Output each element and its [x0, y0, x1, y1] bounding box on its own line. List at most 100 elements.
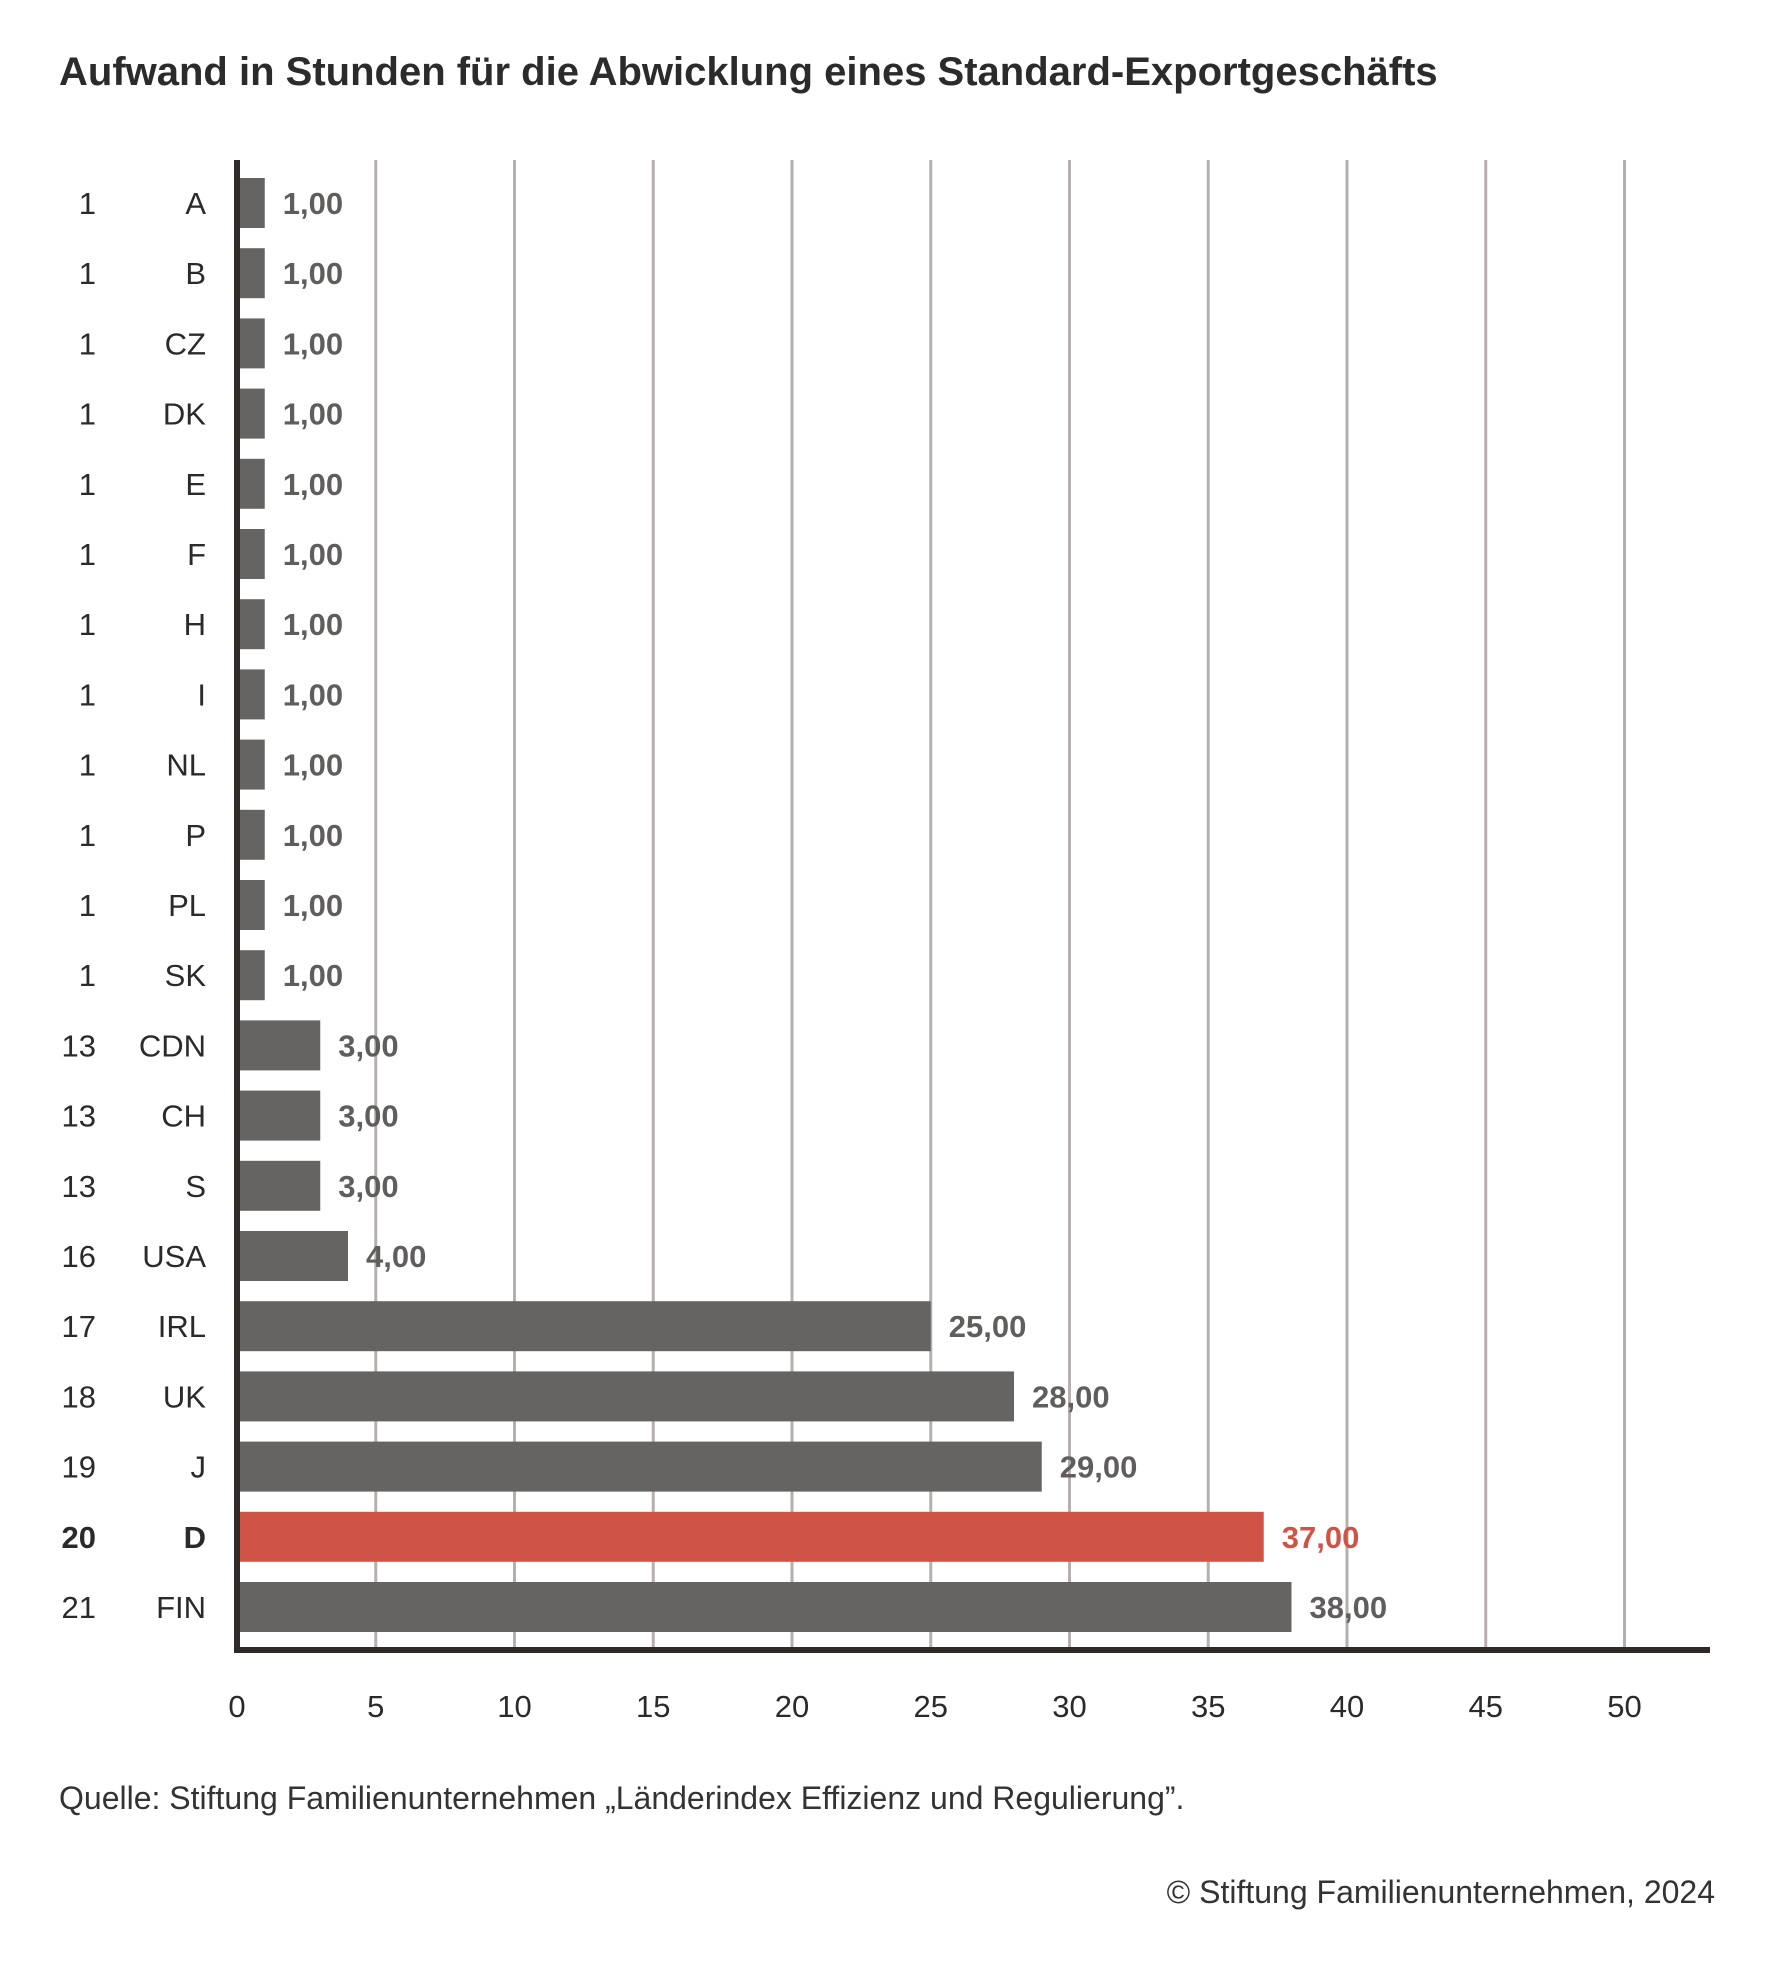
bar-value-label: 1,00 [283, 186, 343, 221]
rank-label: 20 [62, 1520, 96, 1555]
bar-value-label: 25,00 [949, 1309, 1027, 1344]
bar-h [240, 599, 265, 650]
bar-value-label: 28,00 [1032, 1379, 1110, 1414]
bar-value-label: 1,00 [283, 748, 343, 783]
axes [234, 160, 1710, 1653]
category-label: UK [163, 1379, 206, 1414]
rank-label: 17 [62, 1309, 96, 1344]
rank-label: 13 [62, 1099, 96, 1134]
bar-dk [240, 388, 265, 439]
bar-cz [240, 318, 265, 369]
bar-d [240, 1511, 1264, 1562]
bar-j [240, 1441, 1042, 1492]
x-tick-label: 20 [775, 1689, 809, 1724]
rank-label: 1 [79, 748, 96, 783]
bar-fin [240, 1582, 1292, 1632]
bar-chart: 0 5 10 15 20 25 30 35 40 45 50 1,00 1 A 1,00 1 B 1,00 1 CZ 1… [62, 160, 1710, 1724]
bar-value-label: 1,00 [283, 397, 343, 432]
x-tick-label: 5 [367, 1689, 384, 1724]
rank-label: 1 [79, 186, 96, 221]
x-tick-label: 0 [228, 1689, 245, 1724]
rank-label: 1 [79, 607, 96, 642]
bar-value-label: 1,00 [283, 677, 343, 712]
rank-label: 1 [79, 537, 96, 572]
source-note: Quelle: Stiftung Familienunternehmen „Lä… [59, 1780, 1185, 1816]
category-label: SK [165, 958, 207, 993]
bar-e [240, 458, 265, 509]
x-tick-label: 50 [1607, 1689, 1641, 1724]
x-tick-label: 10 [497, 1689, 531, 1724]
rank-label: 1 [79, 677, 96, 712]
bar-cdn [240, 1020, 321, 1071]
bar-value-label: 3,00 [338, 1099, 398, 1134]
bar-value-label: 1,00 [283, 467, 343, 502]
rank-label: 1 [79, 256, 96, 291]
bar-value-label: 3,00 [338, 1169, 398, 1204]
bar-value-label: 38,00 [1310, 1590, 1388, 1625]
bar-value-label: 4,00 [366, 1239, 426, 1274]
category-label: H [184, 607, 206, 642]
category-label: IRL [158, 1309, 206, 1344]
bar-value-label: 1,00 [283, 958, 343, 993]
rank-label: 21 [62, 1590, 96, 1625]
category-label: P [185, 818, 206, 853]
bar-value-label: 1,00 [283, 818, 343, 853]
x-tick-label: 30 [1052, 1689, 1086, 1724]
category-label: CDN [139, 1028, 206, 1063]
x-tick-label: 15 [636, 1689, 670, 1724]
category-label: D [184, 1520, 206, 1555]
bars [240, 178, 1292, 1632]
rank-label: 18 [62, 1379, 96, 1414]
rank-label: 13 [62, 1028, 96, 1063]
rank-label: 13 [62, 1169, 96, 1204]
bar-i [240, 669, 265, 720]
category-label: I [197, 677, 206, 712]
bar-usa [240, 1231, 348, 1281]
category-label: DK [163, 397, 206, 432]
rank-label: 1 [79, 958, 96, 993]
bar-b [240, 248, 265, 299]
bar-value-label: 3,00 [338, 1028, 398, 1063]
x-tick-label: 25 [914, 1689, 948, 1724]
bar-uk [240, 1371, 1014, 1422]
bar-pl [240, 880, 265, 930]
bar-value-label: 1,00 [283, 256, 343, 291]
bar-p [240, 809, 265, 860]
x-tick-label: 40 [1330, 1689, 1364, 1724]
bar-ch [240, 1090, 321, 1141]
bar-sk [240, 950, 265, 1001]
category-label: CZ [165, 326, 206, 361]
x-tick-label: 45 [1469, 1689, 1503, 1724]
rank-label: 1 [79, 818, 96, 853]
grid-lines [374, 160, 1626, 1650]
labels: 0 5 10 15 20 25 30 35 40 45 50 1,00 1 A 1,00 1 B 1,00 1 CZ 1… [62, 186, 1642, 1724]
category-label: A [185, 186, 206, 221]
rank-label: 1 [79, 467, 96, 502]
category-label: E [185, 467, 206, 502]
bar-a [240, 178, 265, 228]
bar-irl [240, 1301, 931, 1352]
copyright-note: © Stiftung Familienunternehmen, 2024 [1166, 1874, 1715, 1910]
category-label: B [185, 256, 206, 291]
rank-label: 19 [62, 1450, 96, 1485]
category-label: NL [166, 748, 206, 783]
bar-value-label: 37,00 [1282, 1520, 1360, 1555]
bar-s [240, 1160, 321, 1211]
category-label: F [187, 537, 206, 572]
category-label: PL [168, 888, 206, 923]
category-label: J [191, 1450, 207, 1485]
category-label: FIN [156, 1590, 206, 1625]
category-label: S [185, 1169, 206, 1204]
bar-value-label: 1,00 [283, 888, 343, 923]
bar-value-label: 1,00 [283, 537, 343, 572]
bar-f [240, 529, 265, 579]
bar-nl [240, 739, 265, 790]
bar-value-label: 29,00 [1060, 1450, 1138, 1485]
rank-label: 1 [79, 888, 96, 923]
rank-label: 16 [62, 1239, 96, 1274]
rank-label: 1 [79, 326, 96, 361]
rank-label: 1 [79, 397, 96, 432]
x-tick-label: 35 [1191, 1689, 1225, 1724]
bar-value-label: 1,00 [283, 607, 343, 642]
bar-value-label: 1,00 [283, 326, 343, 361]
